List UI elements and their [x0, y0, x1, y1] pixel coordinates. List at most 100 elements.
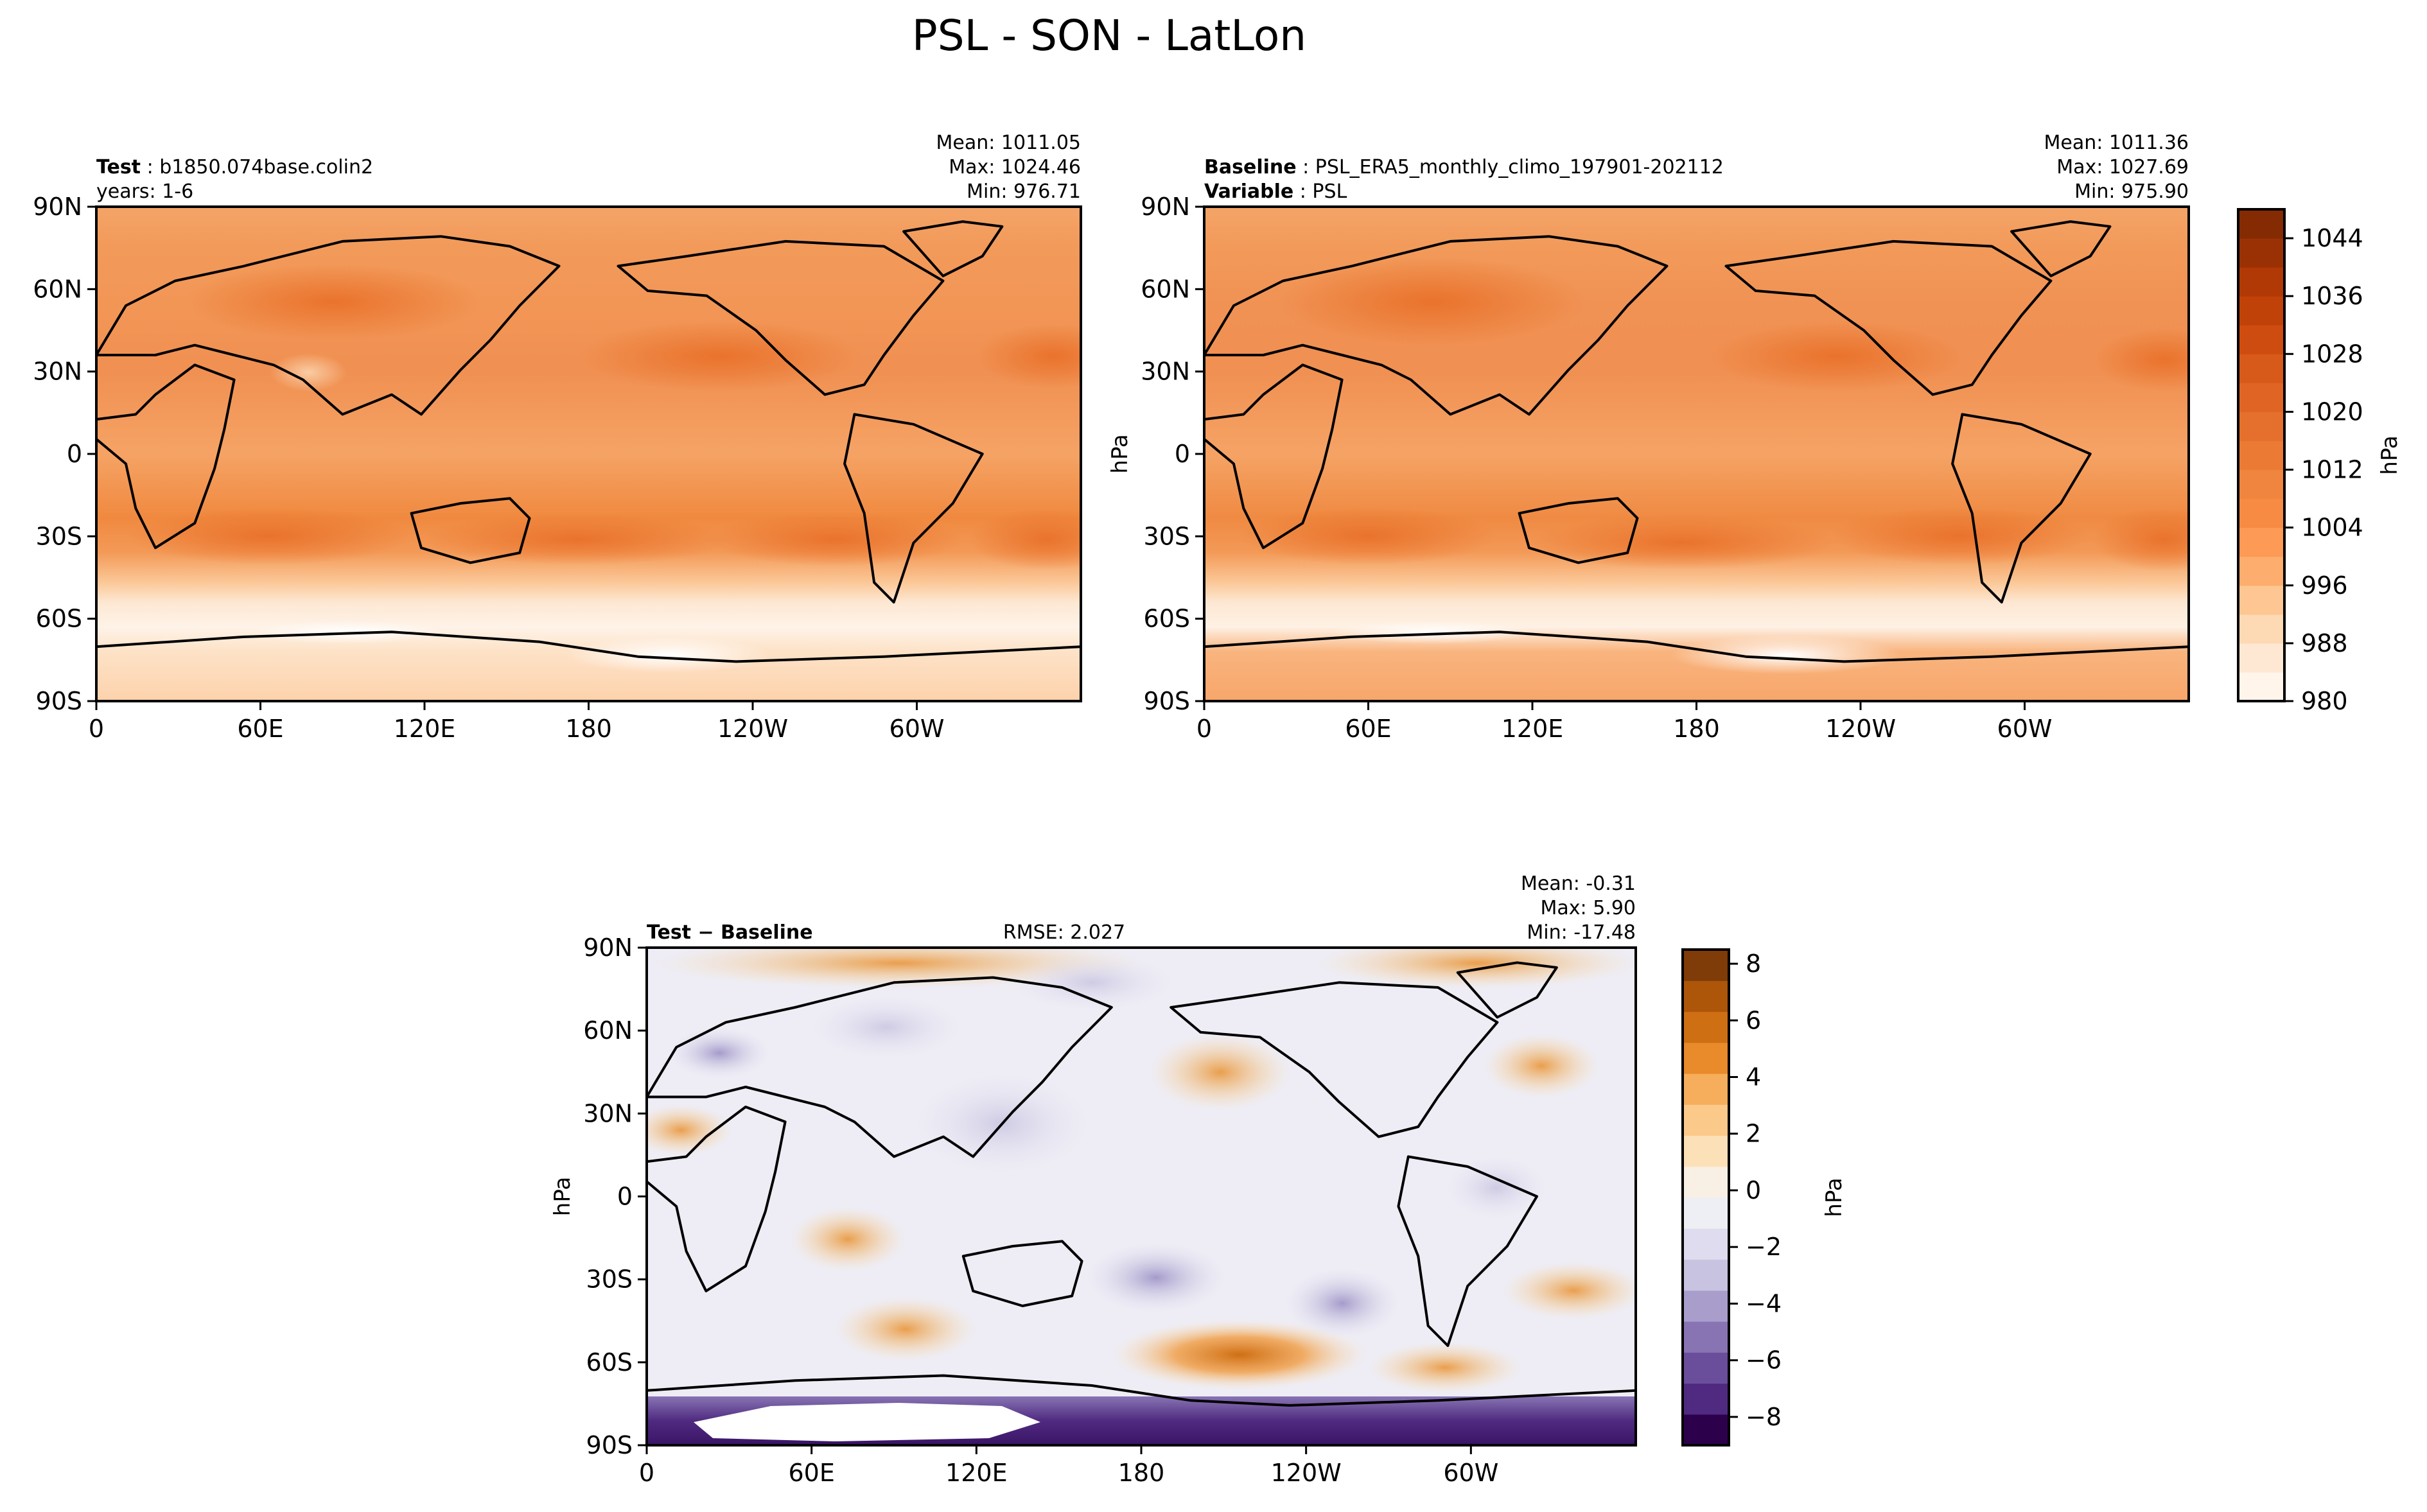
baseline-ytick-label: 0 — [1175, 440, 1190, 468]
colorbar-difference-cell — [1683, 1073, 1729, 1105]
baseline-ytick-label: 90N — [1141, 193, 1190, 221]
difference-xtick-label: 120E — [945, 1459, 1008, 1487]
test-xtick-label: 60W — [889, 715, 945, 743]
colorbar-difference-cell — [1683, 1259, 1729, 1291]
difference-ytick-label: 90N — [583, 934, 633, 962]
colorbar-difference-tick-label: 8 — [1746, 950, 1761, 978]
colorbar-difference-cell — [1683, 980, 1729, 1012]
test-ytick-label: 90S — [36, 687, 82, 715]
difference-y-axis-label: hPa — [550, 1177, 575, 1216]
colorbar-difference-tick-label: 0 — [1746, 1176, 1761, 1204]
colorbar-psl-cell — [2238, 209, 2284, 239]
baseline-ytick-label: 60N — [1141, 275, 1190, 303]
panel-difference: 0 60E 120E 180 120W 60W 90N 60N 30N 0 30S 60S 90S h… — [550, 873, 1637, 1487]
colorbar-difference-tick-label: 2 — [1746, 1120, 1761, 1148]
panel-test: 0 60E 120E 180 120W 60W 90N 60N 30N 0 30S 60S 90S T… — [33, 132, 1082, 743]
test-ytick-label: 0 — [67, 440, 82, 468]
colorbar-psl-tick-label: 1028 — [2301, 340, 2363, 368]
baseline-xtick-label: 0 — [1196, 715, 1212, 743]
difference-ytick-label: 30S — [586, 1265, 633, 1294]
test-xtick-label: 120W — [717, 715, 788, 743]
difference-rmse: RMSE: 2.027 — [1003, 921, 1125, 944]
colorbar-difference-cell — [1683, 1352, 1729, 1384]
baseline-xtick-label: 60W — [1997, 715, 2053, 743]
difference-xtick-label: 60W — [1443, 1459, 1498, 1487]
colorbar-psl-tick-label: 980 — [2301, 687, 2348, 715]
test-ytick-label: 30S — [36, 522, 82, 550]
baseline-ytick-label: 30S — [1144, 522, 1190, 550]
colorbar-psl-cell — [2238, 354, 2284, 383]
difference-xtick-label: 120W — [1271, 1459, 1342, 1487]
colorbar-difference-tick-label: −2 — [1746, 1233, 1782, 1261]
colorbar-difference-cell — [1683, 1011, 1729, 1043]
test-coastline — [902, 220, 1004, 277]
colorbar-psl-cell — [2238, 672, 2284, 702]
baseline-xtick-label: 120W — [1825, 715, 1896, 743]
test-xtick-label: 120E — [394, 715, 456, 743]
difference-stat-line: Mean: -0.31 — [1521, 873, 1636, 895]
colorbar-psl: 1044 1036 1028 1020 1012 1004 996 988 980 hPa — [2237, 208, 2403, 715]
colorbar-psl-tick-label: 996 — [2301, 571, 2348, 600]
baseline-coastline — [1204, 363, 1344, 550]
colorbar-psl-cell — [2238, 238, 2284, 268]
test-ytick-label: 60N — [33, 275, 82, 303]
colorbar-difference-label: hPa — [1821, 1177, 1847, 1217]
baseline-stat-line: Max: 1027.69 — [2056, 156, 2189, 178]
baseline-xtick-label: 60E — [1345, 715, 1391, 743]
colorbar-psl-tick-label: 1044 — [2301, 224, 2363, 252]
test-ytick-label: 60S — [36, 605, 82, 633]
colorbar-difference-cell — [1683, 1135, 1729, 1167]
baseline-header-line: Variable : PSL — [1204, 180, 1347, 203]
colorbar-psl-cell — [2238, 296, 2284, 326]
difference-ytick-label: 90S — [586, 1431, 633, 1459]
difference-ytick-label: 60S — [586, 1348, 633, 1377]
test-coastline — [617, 239, 945, 396]
test-stat-line: Mean: 1011.05 — [936, 132, 1081, 154]
test-xtick-label: 0 — [89, 715, 104, 743]
baseline-ytick-label: 30N — [1141, 358, 1190, 386]
baseline-header-line: Baseline : PSL_ERA5_monthly_climo_197901… — [1204, 156, 1724, 178]
baseline-stat-line: Mean: 1011.36 — [2044, 132, 2189, 154]
baseline-y-axis-label: hPa — [1107, 434, 1133, 473]
colorbar-difference-cell — [1683, 1414, 1729, 1446]
colorbar-psl-cell — [2238, 412, 2284, 442]
difference-coastline — [961, 1240, 1083, 1307]
colorbar-difference-tick-label: 6 — [1746, 1006, 1761, 1034]
test-coastline — [843, 413, 984, 604]
baseline-coastline — [2010, 220, 2112, 277]
difference-coastline — [1456, 961, 1558, 1019]
colorbar-psl-cell — [2238, 383, 2284, 413]
colorbar-psl-label: hPa — [2377, 435, 2403, 474]
difference-ytick-label: 30N — [583, 1099, 633, 1127]
baseline-coastline — [1204, 630, 2189, 663]
colorbar-difference-cell — [1683, 950, 1729, 981]
difference-xtick-label: 180 — [1118, 1459, 1165, 1487]
test-coastline — [410, 497, 531, 564]
colorbar-difference-cell — [1683, 1197, 1729, 1229]
colorbar-psl-cell — [2238, 469, 2284, 500]
test-ytick-label: 30N — [33, 358, 82, 386]
colorbar-psl-tick-label: 1004 — [2301, 514, 2363, 542]
colorbar-psl-cell — [2238, 267, 2284, 297]
difference-header-line: Test − Baseline — [647, 921, 813, 944]
test-stat-line: Max: 1024.46 — [949, 156, 1081, 178]
colorbar-difference-tick-label: 4 — [1746, 1063, 1761, 1091]
baseline-ytick-label: 90S — [1144, 687, 1190, 715]
colorbar-psl-tick-label: 1036 — [2301, 282, 2363, 310]
difference-stat-line: Min: -17.48 — [1527, 921, 1636, 944]
colorbar-difference-cell — [1683, 1166, 1729, 1198]
difference-ytick-label: 60N — [583, 1016, 633, 1045]
colorbar-difference: 8 6 4 2 0 −2 −4 −6 −8 hPa — [1681, 948, 1847, 1447]
difference-coastline — [1170, 981, 1499, 1138]
figure-title: PSL - SON - LatLon — [912, 11, 1306, 60]
difference-xtick-label: 60E — [788, 1459, 834, 1487]
colorbar-difference-cell — [1683, 1290, 1729, 1322]
panel-baseline: 0 60E 120E 180 120W 60W 90N 60N 30N 0 30S 60S 90S h… — [1107, 132, 2190, 743]
difference-xtick-label: 0 — [639, 1459, 654, 1487]
difference-ytick-label: 0 — [617, 1183, 633, 1211]
difference-stat-line: Max: 5.90 — [1541, 897, 1636, 919]
difference-field — [647, 948, 1636, 1445]
baseline-coastline — [1724, 239, 2053, 396]
